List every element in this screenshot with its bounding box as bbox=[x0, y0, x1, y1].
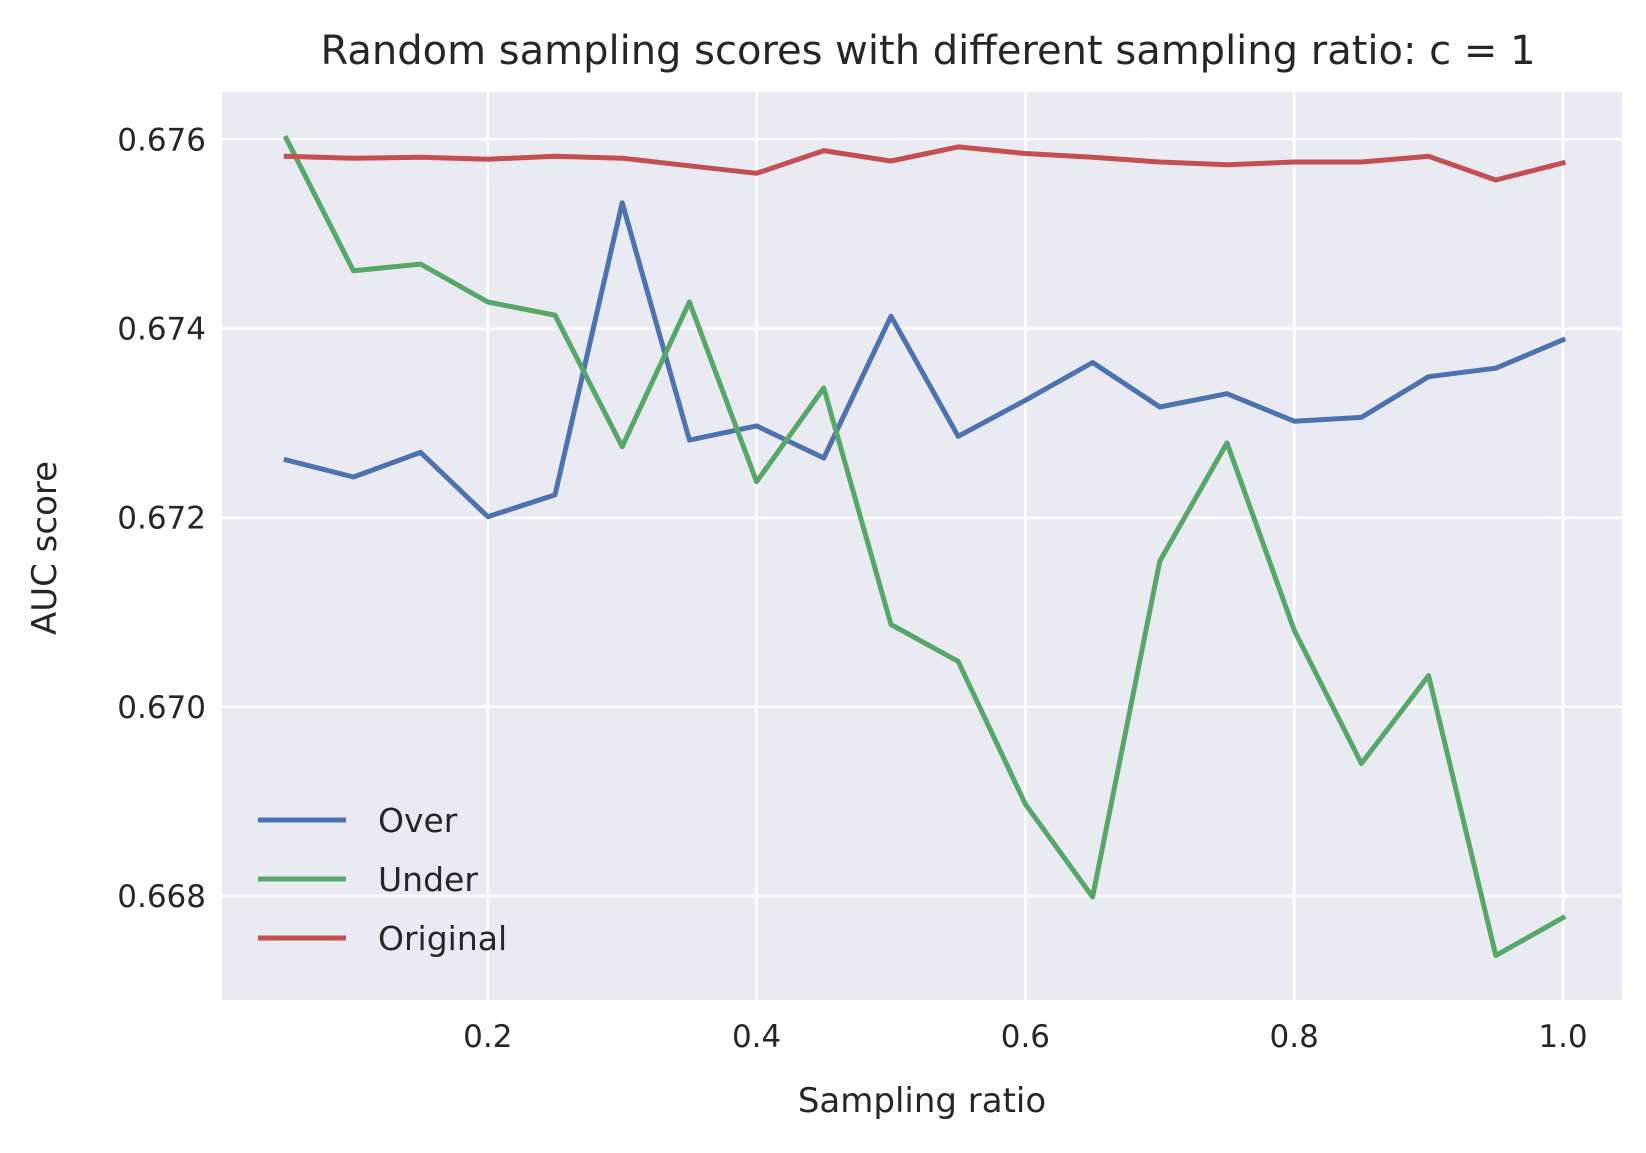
y-axis-label: AUC score bbox=[25, 461, 65, 635]
chart-title: Random sampling scores with different sa… bbox=[320, 28, 1535, 74]
x-tick-label: 0.4 bbox=[732, 1019, 781, 1055]
y-tick-labels: 0.668 0.670 0.672 0.674 0.676 bbox=[117, 122, 206, 915]
series-line-over bbox=[283, 200, 1567, 520]
y-tick-label: 0.670 bbox=[117, 690, 206, 726]
y-tick-label: 0.674 bbox=[117, 311, 206, 347]
x-tick-label: 1.0 bbox=[1538, 1019, 1587, 1055]
x-axis-label: Sampling ratio bbox=[798, 1081, 1046, 1121]
x-tick-labels: 0.2 0.4 0.6 0.8 1.0 bbox=[463, 1019, 1588, 1055]
legend-label-original: Original bbox=[378, 919, 507, 958]
x-tick-label: 0.8 bbox=[1270, 1019, 1319, 1055]
series-line-original bbox=[283, 144, 1567, 183]
legend-label-under: Under bbox=[378, 860, 478, 899]
x-tick-label: 0.2 bbox=[463, 1019, 512, 1055]
series-line-under bbox=[282, 134, 1567, 958]
y-tick-label: 0.672 bbox=[117, 501, 206, 537]
x-grid bbox=[486, 92, 1565, 1000]
y-tick-label: 0.668 bbox=[117, 879, 206, 915]
legend: Over Under Original bbox=[258, 801, 507, 958]
plot-area bbox=[222, 92, 1622, 1000]
y-tick-label: 0.676 bbox=[117, 122, 206, 158]
legend-label-over: Over bbox=[378, 801, 458, 840]
x-tick-label: 0.6 bbox=[1001, 1019, 1050, 1055]
y-grid bbox=[222, 138, 1622, 898]
series-layer bbox=[282, 134, 1567, 958]
